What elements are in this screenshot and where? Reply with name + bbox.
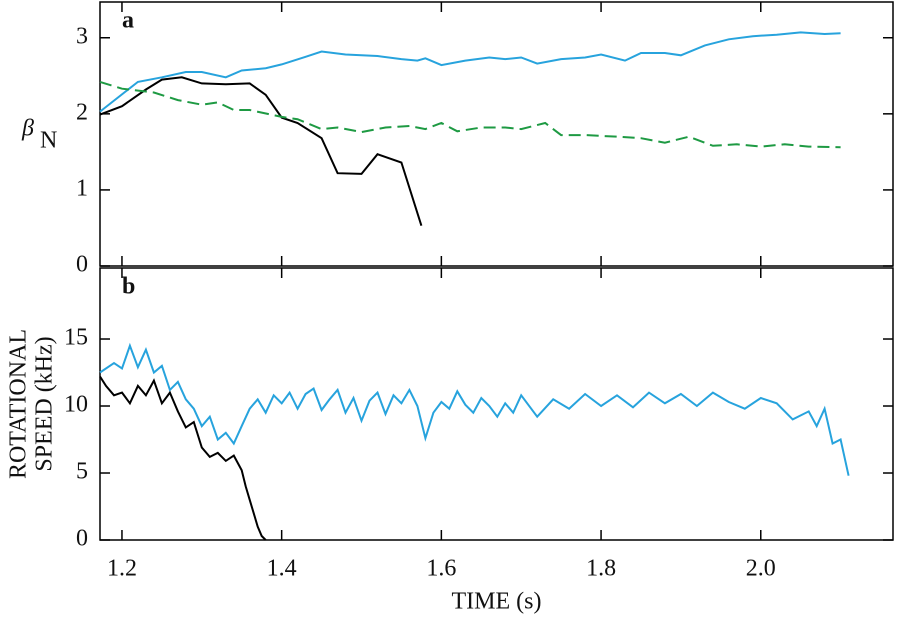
- y-axis-label-sub: N: [40, 128, 57, 154]
- plot-frame: [99, 1, 894, 267]
- data-line: [99, 31, 841, 113]
- y-axis-label: β: [21, 116, 34, 142]
- x-axis-label: TIME (s): [452, 589, 542, 615]
- y-tick-label: 15: [64, 325, 88, 351]
- data-line: [99, 375, 267, 541]
- y-axis-label: SPEED (kHz): [32, 336, 58, 471]
- panel-label: b: [122, 274, 135, 300]
- y-axis-label: ROTATIONAL: [6, 329, 32, 479]
- y-tick-label: 10: [64, 392, 88, 418]
- panel-label: a: [122, 8, 134, 34]
- plot-frame: [99, 267, 894, 541]
- x-tick-label: 1.6: [426, 556, 456, 582]
- x-tick-label: 1.4: [267, 556, 297, 582]
- data-line: [99, 80, 841, 149]
- y-tick-label: 2: [76, 99, 88, 125]
- y-tick-label: 0: [76, 526, 88, 552]
- y-tick-label: 0: [76, 252, 88, 278]
- x-tick-label: 1.2: [107, 556, 137, 582]
- data-line: [99, 342, 850, 476]
- x-tick-label: 2.0: [746, 556, 776, 582]
- y-tick-label: 3: [76, 23, 88, 49]
- y-tick-label: 5: [76, 459, 88, 485]
- data-line: [99, 76, 423, 227]
- x-tick-label: 1.8: [586, 556, 616, 582]
- y-tick-label: 1: [76, 175, 88, 201]
